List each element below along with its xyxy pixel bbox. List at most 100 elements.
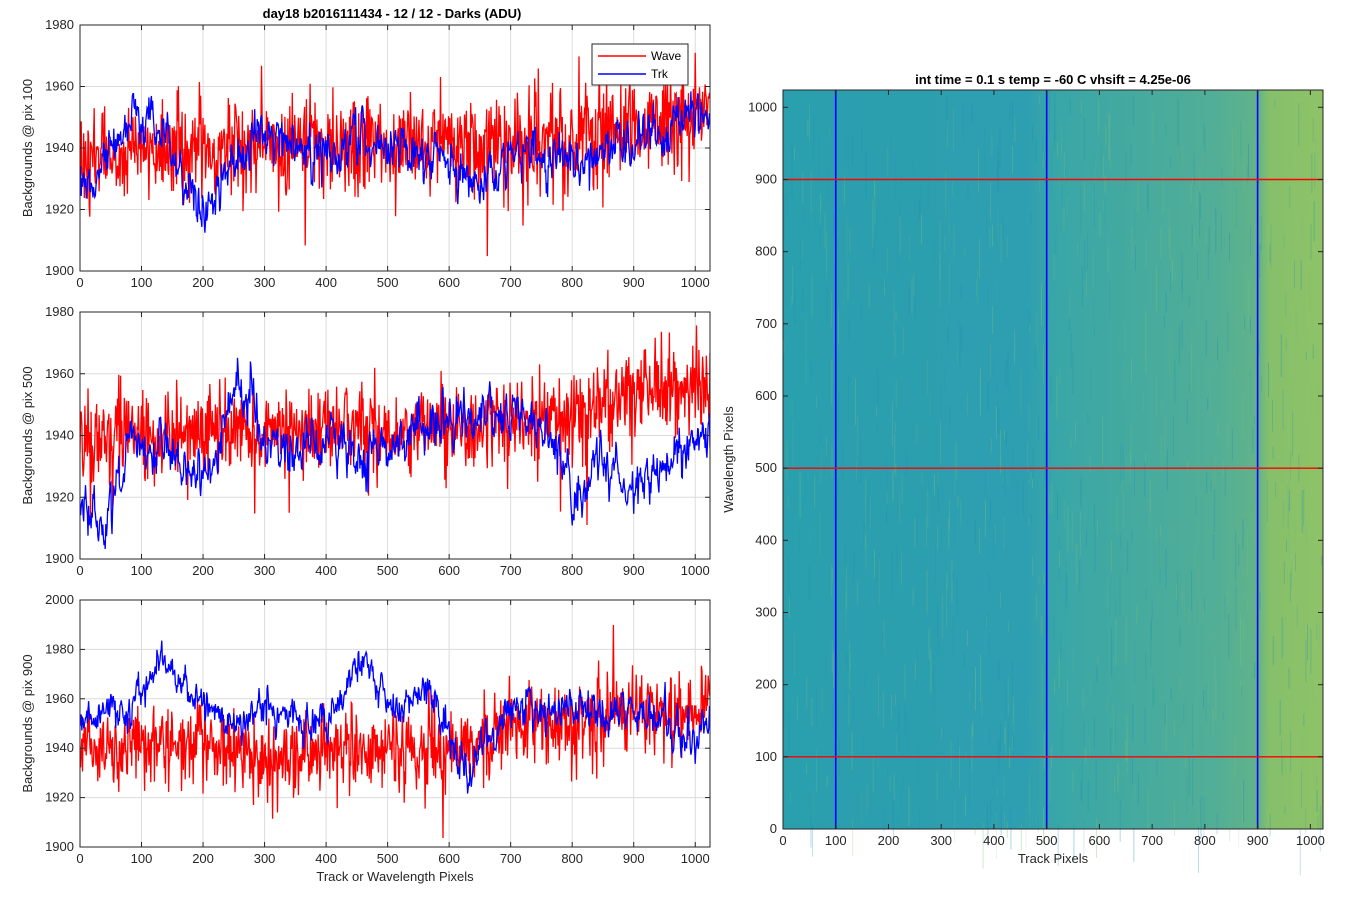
heatmap-pixel-streak [836,739,838,782]
heatmap-pixel-streak [990,342,992,379]
heatmap-pixel-streak [1215,207,1217,254]
heatmap-pixel-streak [1197,568,1199,578]
heatmap-pixel-streak [1003,775,1005,798]
heatmap-pixel-streak [1246,266,1247,313]
heatmap-pixel-streak [1294,333,1296,381]
heatmap-pixel-streak [1214,653,1216,677]
heatmap-pixel-streak [916,510,918,549]
heatmap-pixel-streak [1272,445,1274,460]
heatmap-pixel-streak [1007,351,1009,390]
heatmap-pixel-streak [1203,597,1205,611]
heatmap-pixel-streak [831,564,833,597]
heatmap-pixel-streak [1303,713,1305,726]
heatmap-pixel-streak [1072,351,1074,395]
heatmap-pixel-streak [1170,524,1172,545]
heatmap-pixel-streak [1260,526,1262,559]
heatmap-pixel-streak [1017,479,1019,517]
heatmap-pixel-streak [1265,776,1267,819]
x-tick-label: 300 [254,851,276,866]
heatmap-pixel-streak [1032,446,1034,482]
heatmap-pixel-streak [1102,199,1104,212]
x-tick-label: 1000 [681,563,710,578]
heatmap-pixel-streak [816,395,817,408]
heatmap-pixel-streak [986,616,988,627]
heatmap-pixel-streak [1136,604,1138,623]
heatmap-pixel-streak [816,689,818,724]
heatmap-pixel-streak [935,679,937,711]
heatmap-pixel-streak [820,201,821,226]
heatmap-pixel-streak [1199,170,1201,193]
heatmap-pixel-streak [1152,112,1154,144]
heatmap-pixel-streak [1133,826,1135,862]
heatmap-pixel-streak [908,786,910,826]
heatmap-pixel-streak [1067,679,1068,707]
heatmap-pixel-streak [877,370,879,408]
heatmap-pixel-streak [1243,622,1244,641]
heatmap-pixel-streak [1144,462,1146,498]
heatmap-pixel-streak [1283,430,1285,468]
heatmap-pixel-streak [1274,98,1276,108]
heatmap-pixel-streak [1006,237,1008,258]
heatmap-pixel-streak [1203,690,1205,708]
heatmap-pixel-streak [1013,696,1015,734]
heatmap-pixel-streak [1208,226,1210,253]
heatmap-pixel-streak [898,703,900,751]
heatmap-pixel-streak [1294,260,1295,288]
heatmap-pixel-streak [846,652,848,671]
heatmap-pixel-streak [1164,702,1166,725]
heatmap-pixel-streak [818,136,820,179]
y-tick-label: 1960 [45,366,74,381]
heatmap-pixel-streak [1231,429,1233,461]
heatmap-pixel-streak [1194,549,1196,569]
heatmap-pixel-streak [1288,460,1289,503]
heatmap-pixel-streak [1116,497,1118,534]
heatmap-pixel-streak [877,756,879,766]
heatmap-pixel-streak [1300,209,1302,242]
heatmap-pixel-streak [1195,172,1197,209]
heatmap-pixel-streak [916,647,918,690]
heatmap-pixel-streak [797,696,798,721]
heatmap-pixel-streak [934,542,936,581]
heatmap-pixel-streak [1030,211,1032,223]
heatmap-pixel-streak [896,733,898,754]
heatmap-pixel-streak [1169,227,1171,260]
heatmap-pixel-streak [1279,629,1281,655]
heatmap-pixel-streak [1178,325,1180,364]
heatmap-pixel-streak [883,809,885,832]
heatmap-pixel-streak [805,472,806,502]
heatmap-pixel-streak [848,374,850,400]
heatmap-pixel-streak [996,280,997,305]
heatmap-pixel-streak [786,194,788,216]
x-tick-label: 600 [438,275,460,290]
heatmap-pixel-streak [1144,707,1146,746]
heatmap-pixel-streak [1041,666,1043,714]
x-tick-label: 600 [438,563,460,578]
heatmap-pixel-streak [1311,386,1313,420]
heatmap-pixel-streak [1279,699,1281,735]
heatmap-pixel-streak [867,478,869,525]
heatmap-pixel-streak [1145,238,1147,268]
y-tick-label: 1960 [45,691,74,706]
heatmap-pixel-streak [999,127,1001,168]
heatmap-pixel-streak [886,491,888,505]
heatmap-pixel-streak [1290,731,1292,773]
heatmap-pixel-streak [1097,655,1099,664]
heatmap-pixel-streak [1168,206,1170,246]
heatmap-pixel-streak [808,564,810,601]
legend: Wave Trk [591,43,689,86]
heatmap-pixel-streak [926,570,928,613]
heatmap-pixel-streak [1151,601,1153,621]
heatmap-pixel-streak [895,153,897,201]
heatmap-pixel-streak [1222,713,1224,722]
heatmap-pixel-streak [1177,98,1179,146]
heatmap-pixel-streak [1266,686,1268,727]
heatmap-pixel-streak [1305,639,1307,683]
heatmap-pixel-streak [1130,145,1132,166]
heatmap-pixel-streak [1305,807,1307,835]
heatmap-pixel-streak [1009,101,1011,121]
heatmap-pixel-streak [1179,628,1181,647]
heatmap-pixel-streak [826,287,828,324]
heatmap-pixel-streak [846,216,848,259]
heatmap-pixel-streak [788,708,790,753]
y-tick-label: 1940 [45,428,74,443]
